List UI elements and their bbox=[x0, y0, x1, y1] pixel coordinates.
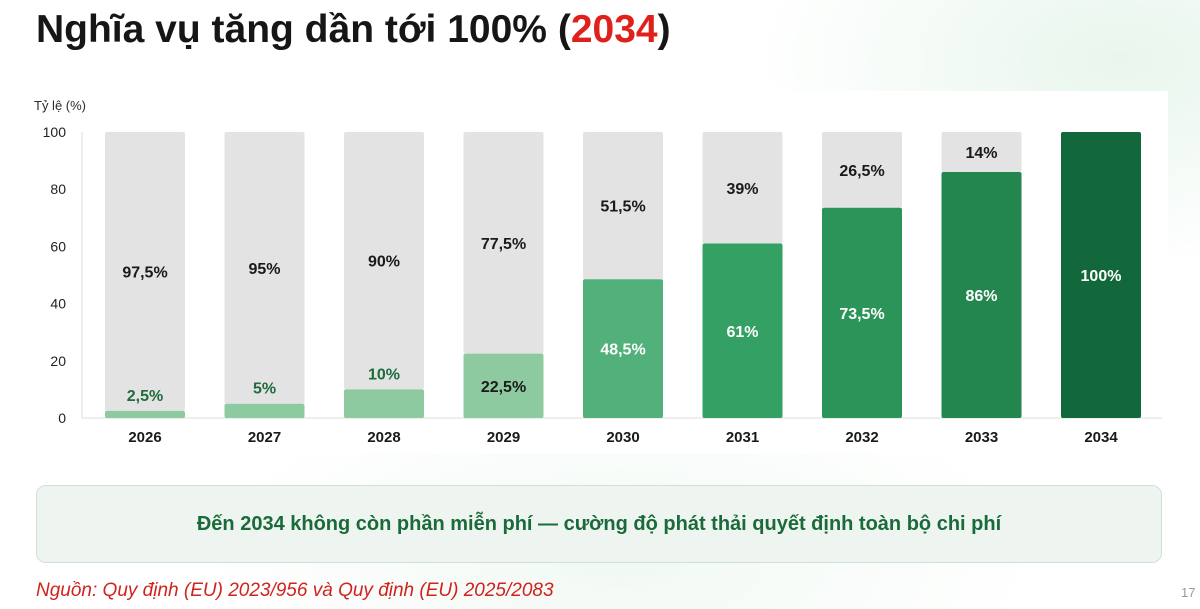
note-text: Đến 2034 không còn phần miễn phí — cường… bbox=[196, 512, 1002, 535]
x-tick-label-2031: 2031 bbox=[726, 429, 759, 446]
bar-obligation-2033 bbox=[941, 172, 1022, 418]
bar-remainder-2028 bbox=[344, 132, 424, 390]
bar-remainder-2027 bbox=[224, 132, 305, 404]
bar-obligation-2026 bbox=[105, 410, 185, 418]
value-label-remainder-2031: 39% bbox=[726, 181, 758, 198]
value-label-obligation-2031: 61% bbox=[726, 324, 758, 341]
y-tick-label: 20 bbox=[50, 353, 66, 369]
value-label-remainder-2029: 77,5% bbox=[481, 236, 526, 253]
value-label-remainder-2027: 95% bbox=[248, 261, 280, 278]
slide-title: Nghĩa vụ tăng dần tới 100% (2034) bbox=[36, 8, 671, 52]
x-tick-label-2030: 2030 bbox=[606, 429, 639, 446]
x-tick-label-2027: 2027 bbox=[248, 429, 281, 446]
source-citation: Nguồn: Quy định (EU) 2023/956 và Quy địn… bbox=[36, 580, 554, 601]
bar-remainder-2032 bbox=[822, 132, 902, 208]
bar-obligation-2028 bbox=[344, 389, 424, 418]
bar-remainder-2026 bbox=[105, 132, 185, 411]
value-label-obligation-2034: 100% bbox=[1081, 268, 1122, 285]
x-tick-label-2029: 2029 bbox=[487, 429, 520, 446]
value-label-obligation-2029: 22,5% bbox=[481, 379, 526, 396]
x-tick-label-2028: 2028 bbox=[367, 429, 400, 446]
y-axis-label: Tỷ lệ (%) bbox=[34, 98, 86, 113]
value-label-obligation-2030: 48,5% bbox=[600, 342, 645, 359]
value-label-obligation-2028: 10% bbox=[368, 366, 400, 383]
bar-remainder-2031 bbox=[702, 132, 783, 244]
y-tick-label: 40 bbox=[50, 296, 66, 312]
title-prefix: Nghĩa vụ tăng dần tới 100% ( bbox=[36, 8, 571, 51]
value-label-remainder-2033: 14% bbox=[965, 145, 997, 162]
chart-panel: Tỷ lệ (%) 0 20 40 60 80 100 2,5% 97,5% 2026 5% 95% 2… bbox=[32, 91, 1168, 453]
stacked-bar-chart: Tỷ lệ (%) 0 20 40 60 80 100 2,5% 97,5% 2026 5% 95% 2… bbox=[34, 98, 1162, 446]
value-label-obligation-2027: 5% bbox=[253, 381, 276, 398]
x-tick-label-2034: 2034 bbox=[1084, 429, 1118, 446]
x-tick-label-2032: 2032 bbox=[845, 429, 878, 446]
bar-obligation-2031 bbox=[702, 243, 783, 418]
bar-obligation-2027 bbox=[224, 403, 305, 418]
value-label-remainder-2032: 26,5% bbox=[839, 163, 884, 180]
bar-obligation-2034 bbox=[1061, 132, 1141, 418]
y-tick-label: 100 bbox=[43, 124, 67, 140]
bar-obligation-2029 bbox=[463, 353, 544, 418]
page-number: 17 bbox=[1181, 585, 1196, 600]
value-label-obligation-2033: 86% bbox=[965, 288, 997, 305]
value-label-obligation-2032: 73,5% bbox=[839, 306, 884, 323]
x-tick-label-2033: 2033 bbox=[965, 429, 998, 446]
y-tick-label: 80 bbox=[50, 181, 66, 197]
bar-obligation-2030 bbox=[583, 279, 663, 418]
note-box: Đến 2034 không còn phần miễn phí — cường… bbox=[36, 485, 1162, 563]
bar-remainder-2029 bbox=[463, 132, 544, 354]
bar-remainder-2033 bbox=[941, 132, 1022, 173]
y-tick-label: 60 bbox=[50, 238, 66, 254]
bar-obligation-2032 bbox=[822, 207, 902, 418]
value-label-remainder-2028: 90% bbox=[368, 254, 400, 271]
value-label-remainder-2030: 51,5% bbox=[600, 199, 645, 216]
title-highlight-year: 2034 bbox=[570, 8, 658, 51]
x-tick-label-2026: 2026 bbox=[128, 429, 161, 446]
value-label-obligation-2026: 2,5% bbox=[127, 388, 163, 405]
value-label-remainder-2026: 97,5% bbox=[122, 264, 167, 281]
title-suffix: ) bbox=[657, 8, 671, 51]
bar-remainder-2030 bbox=[583, 132, 663, 280]
y-tick-label: 0 bbox=[58, 410, 66, 426]
